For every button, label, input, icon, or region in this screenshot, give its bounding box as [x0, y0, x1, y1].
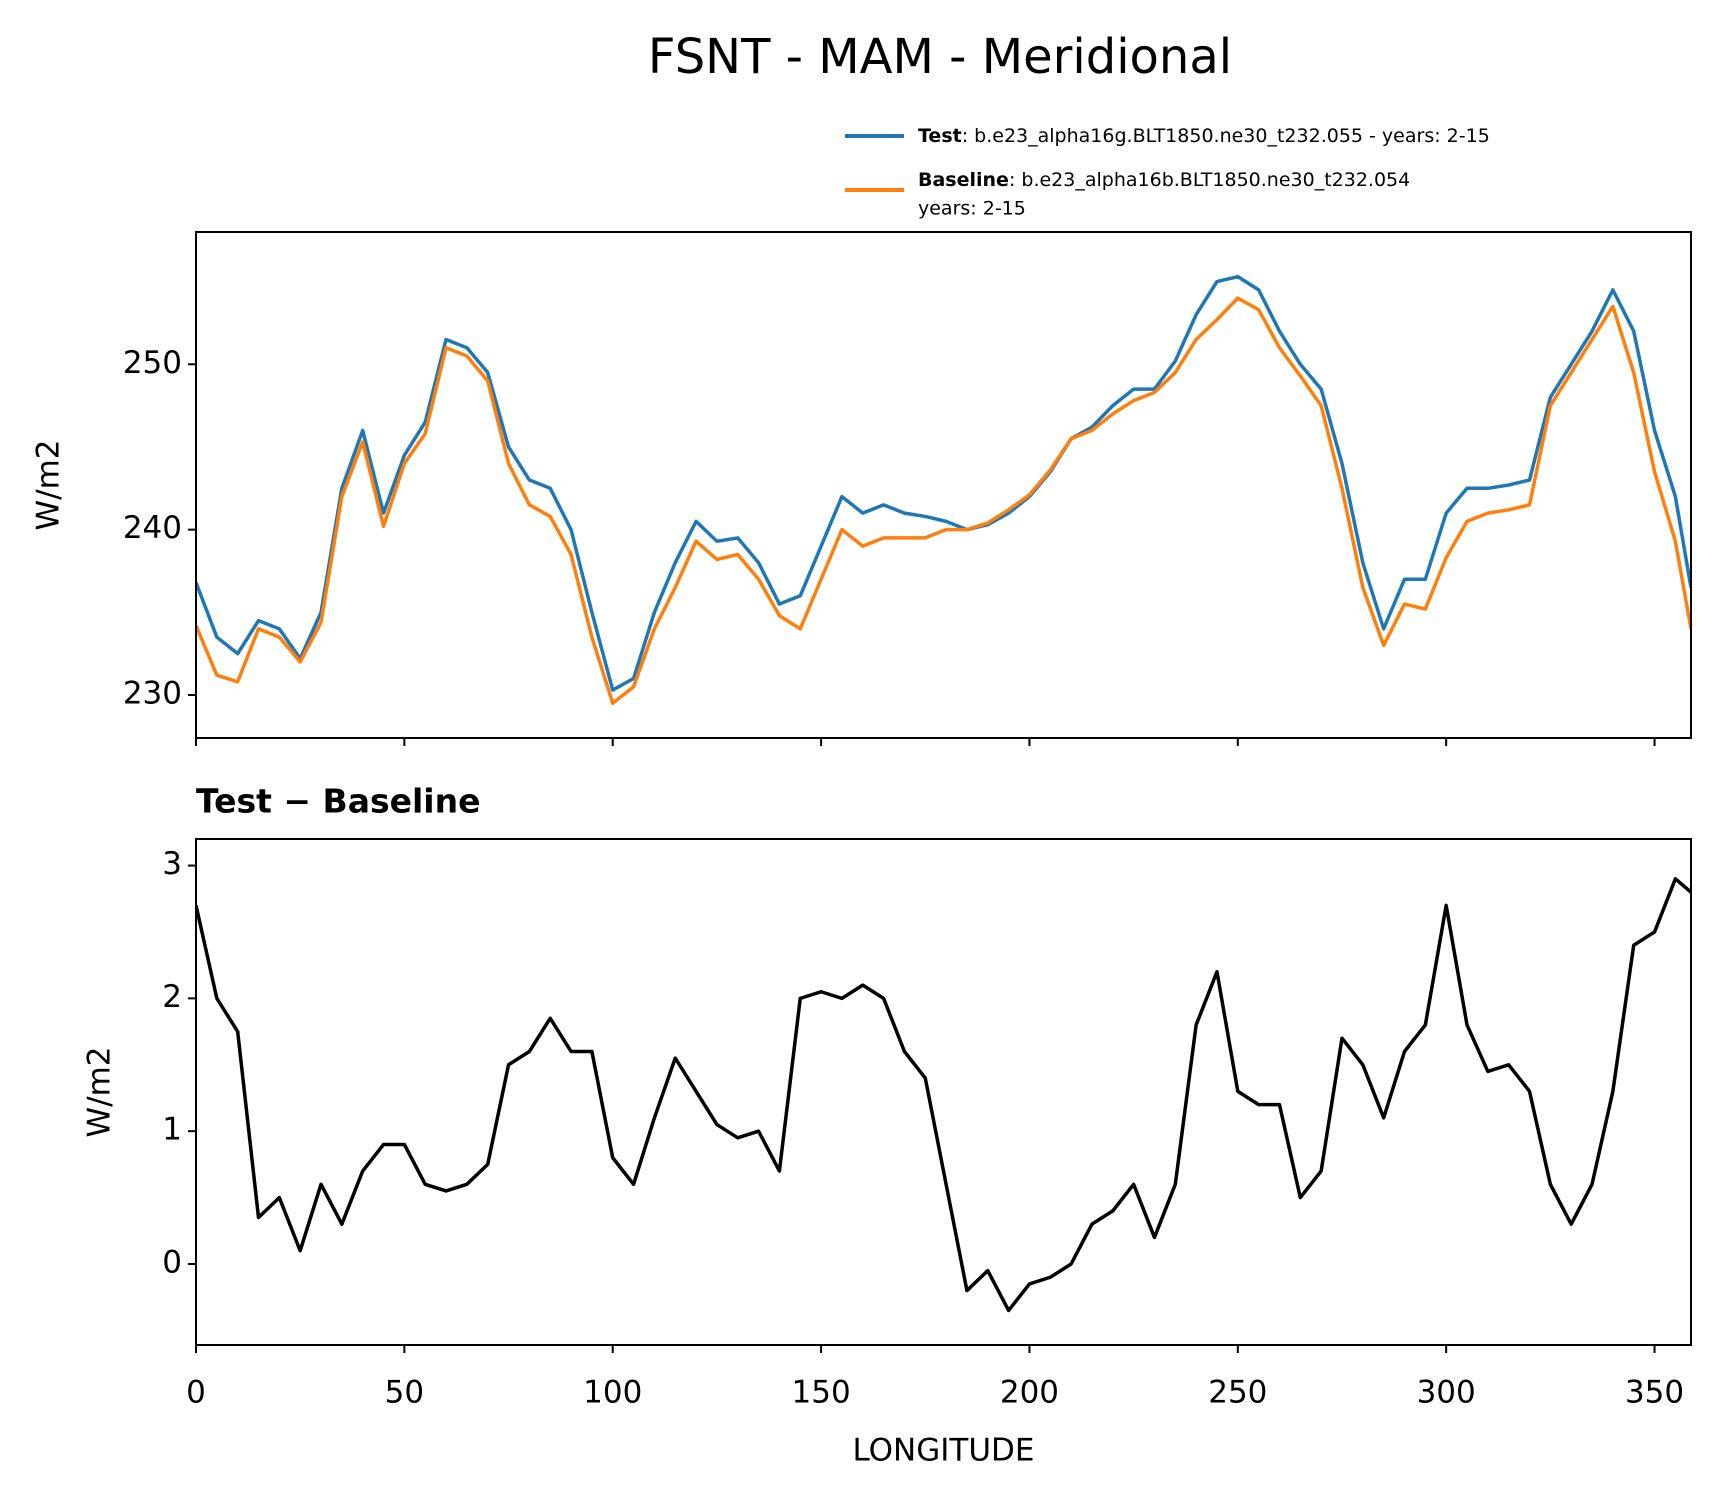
legend-name: Test [918, 125, 962, 147]
y-axis-label: W/m2 [82, 1046, 118, 1137]
y-tick-label: 0 [162, 1244, 182, 1280]
chart-title: FSNT - MAM - Meridional [648, 29, 1232, 85]
x-tick-label: 150 [792, 1375, 851, 1411]
plot-frame [195, 231, 1692, 739]
y-tick-label: 240 [123, 510, 182, 546]
x-tick-label: 250 [1208, 1375, 1267, 1411]
x-tick-label: 50 [385, 1375, 424, 1411]
x-axis-label: LONGITUDE [852, 1433, 1034, 1469]
legend-description: years: 2-15 [918, 198, 1026, 220]
legend-label: Test: b.e23_alpha16g.BLT1850.ne30_t232.0… [918, 125, 1490, 147]
y-tick-label: 1 [162, 1112, 182, 1148]
x-tick-label: 100 [583, 1375, 642, 1411]
y-tick-label: 3 [162, 846, 182, 882]
x-tick-label: 0 [186, 1375, 206, 1411]
plot-frame [195, 838, 1692, 1346]
legend-description: : b.e23_alpha16g.BLT1850.ne30_t232.055 -… [962, 125, 1490, 147]
y-axis-label: W/m2 [31, 439, 67, 530]
data-line [196, 274, 1691, 692]
y-tick-label: 250 [123, 345, 182, 381]
legend-description: : b.e23_alpha16b.BLT1850.ne30_t232.054 [1009, 169, 1410, 191]
x-tick-label: 200 [1000, 1375, 1059, 1411]
data-line [196, 296, 1691, 706]
y-tick-label: 230 [123, 676, 182, 712]
data-line [196, 877, 1691, 1313]
panel-title: Test − Baseline [196, 782, 481, 821]
y-tick-label: 2 [162, 979, 182, 1015]
x-tick-label: 300 [1417, 1375, 1476, 1411]
x-tick-label: 350 [1625, 1375, 1684, 1411]
legend-name: Baseline [918, 169, 1009, 191]
legend-label: Baseline: b.e23_alpha16b.BLT1850.ne30_t2… [918, 169, 1410, 191]
